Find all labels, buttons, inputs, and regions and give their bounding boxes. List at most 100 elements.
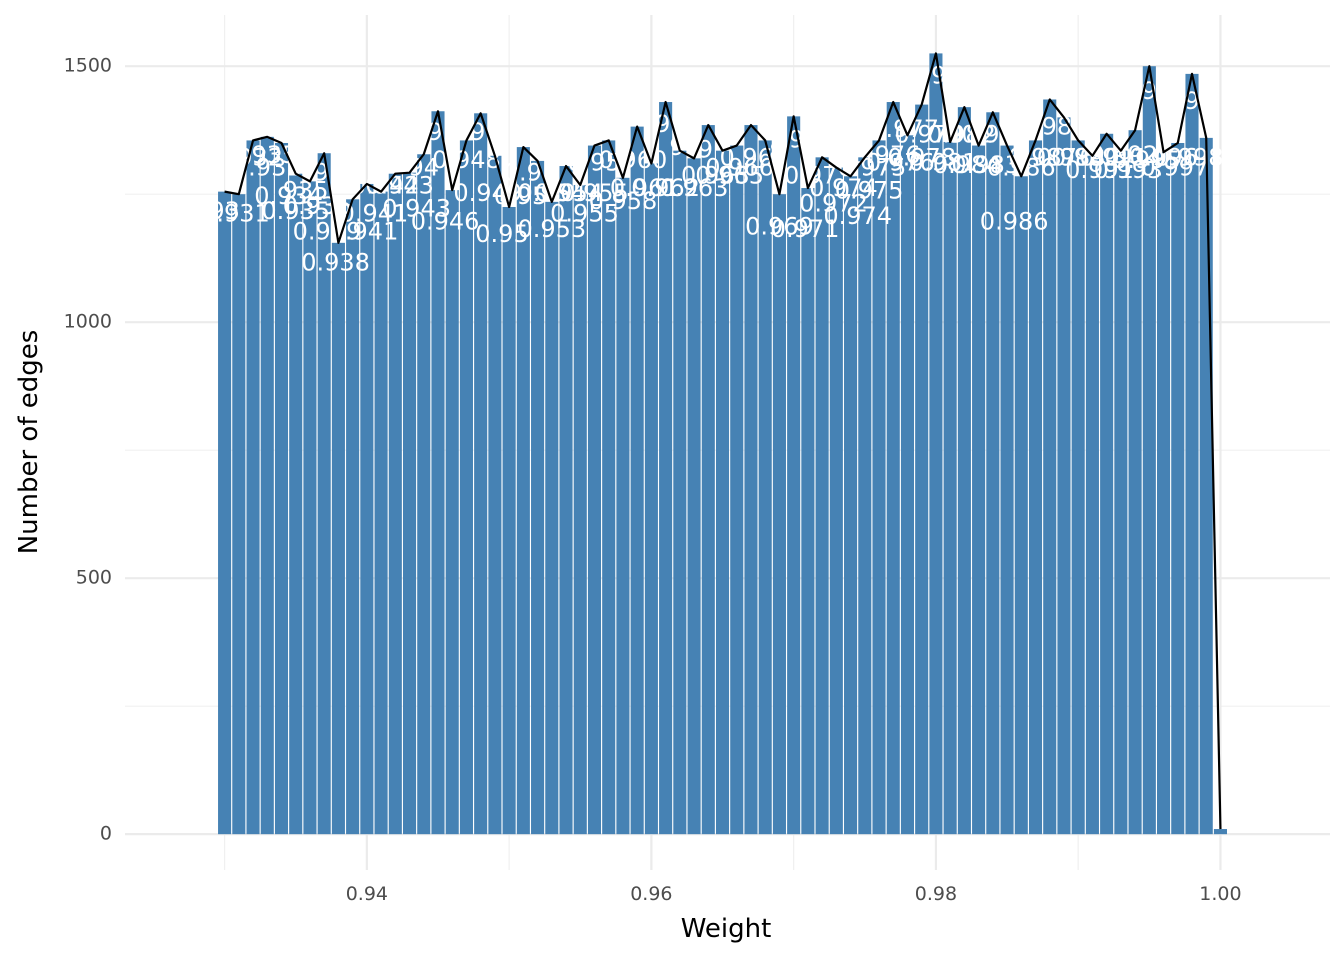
data-label: 0.958 bbox=[589, 187, 658, 215]
bar bbox=[459, 140, 473, 835]
bar bbox=[360, 183, 374, 835]
data-label: 0.978 bbox=[887, 143, 956, 171]
bar bbox=[715, 150, 730, 835]
bar bbox=[246, 140, 260, 835]
bar bbox=[644, 163, 658, 835]
trend-line bbox=[224, 52, 1222, 830]
data-label: 935 bbox=[251, 141, 297, 169]
bar bbox=[659, 102, 673, 835]
bar bbox=[772, 194, 786, 835]
bar bbox=[972, 145, 986, 835]
data-label: 98 bbox=[1042, 113, 1073, 141]
data-label: 0.991 bbox=[1065, 156, 1134, 184]
bar bbox=[232, 194, 246, 835]
bar bbox=[886, 102, 900, 835]
bar bbox=[260, 136, 274, 835]
bar bbox=[573, 184, 587, 835]
bar bbox=[531, 160, 545, 835]
data-label: 0.934 bbox=[254, 182, 323, 210]
bar bbox=[1213, 829, 1227, 835]
x-tick-label: 0.94 bbox=[346, 883, 388, 905]
data-label: 0.998 bbox=[1155, 143, 1224, 171]
bar bbox=[915, 104, 929, 835]
bar bbox=[758, 140, 772, 835]
bar bbox=[844, 176, 858, 835]
x-axis-title: Weight bbox=[681, 914, 772, 944]
bar bbox=[417, 154, 431, 835]
data-label: 0.935 bbox=[261, 197, 330, 225]
bar bbox=[986, 112, 1000, 835]
data-label: 0.936 bbox=[283, 192, 352, 220]
data-label: 93 bbox=[209, 197, 240, 225]
data-label: 0.946 bbox=[411, 207, 480, 235]
y-tick-labels: 0 500 1000 1500 bbox=[64, 55, 112, 845]
data-label: 0.963 bbox=[660, 174, 729, 202]
data-label: 9 bbox=[428, 118, 443, 146]
bar bbox=[801, 188, 815, 835]
data-label: 0.938 bbox=[301, 248, 370, 276]
bar bbox=[787, 116, 801, 835]
bar bbox=[1100, 133, 1114, 835]
bar bbox=[744, 125, 758, 835]
bar bbox=[317, 153, 331, 835]
data-label: 0.965 bbox=[695, 161, 764, 189]
bar bbox=[559, 166, 573, 835]
y-tick-label: 0 bbox=[100, 823, 112, 845]
bar bbox=[1185, 73, 1199, 835]
data-label: 0.974 bbox=[809, 174, 878, 202]
data-label: 0.948 bbox=[432, 146, 501, 174]
x-tick-label: 1.00 bbox=[1199, 883, 1241, 905]
bar bbox=[701, 125, 715, 835]
data-label: 932 bbox=[237, 143, 283, 171]
data-label: 0.939 bbox=[293, 218, 362, 246]
bar bbox=[289, 173, 303, 835]
data-label: 0.988 bbox=[1037, 143, 1106, 171]
bar bbox=[346, 199, 360, 835]
bar bbox=[218, 191, 232, 835]
x-tick-labels: 0.94 0.96 0.98 1.00 bbox=[346, 883, 1242, 905]
bar bbox=[445, 190, 459, 835]
data-label: 9 bbox=[669, 133, 684, 161]
bar bbox=[1028, 140, 1043, 835]
bar bbox=[616, 177, 630, 835]
bar bbox=[1114, 150, 1128, 835]
bar bbox=[1085, 155, 1099, 835]
bar bbox=[474, 113, 488, 835]
bar bbox=[431, 111, 445, 835]
bar bbox=[1128, 130, 1142, 835]
bar bbox=[1014, 176, 1028, 835]
data-label: 0.997 bbox=[1141, 154, 1210, 182]
data-label: .931 bbox=[216, 200, 269, 228]
data-label: 0.985 bbox=[961, 120, 1030, 148]
data-label: 0.983 bbox=[951, 151, 1020, 179]
data-label: 0.981 bbox=[909, 148, 978, 176]
bar bbox=[687, 158, 701, 835]
data-label: 0.975 bbox=[835, 177, 904, 205]
data-label: 0.963 bbox=[681, 161, 750, 189]
bar bbox=[815, 157, 829, 835]
bar bbox=[1057, 117, 1071, 835]
data-label: 0.987 bbox=[1008, 143, 1077, 171]
bar bbox=[872, 140, 886, 835]
data-label: 0.95 bbox=[475, 220, 528, 248]
data-label: 0.943 bbox=[382, 195, 451, 223]
data-label: 0.975 bbox=[838, 154, 907, 182]
bar bbox=[1043, 99, 1057, 835]
bar bbox=[274, 142, 289, 835]
bar bbox=[488, 155, 502, 835]
bar bbox=[402, 172, 417, 835]
bar bbox=[587, 145, 602, 835]
bar bbox=[829, 167, 843, 835]
x-tick-label: 0.98 bbox=[915, 883, 957, 905]
data-label: 8 bbox=[769, 138, 784, 166]
data-label: 0.95 bbox=[504, 159, 557, 187]
data-label: 0.955 bbox=[560, 179, 629, 207]
y-axis-title: Number of edges bbox=[14, 330, 44, 555]
bar bbox=[545, 201, 559, 835]
data-label: 0.976 bbox=[852, 141, 921, 169]
data-label: 0.974 bbox=[823, 202, 892, 230]
data-label: 0.962 bbox=[631, 174, 700, 202]
data-label: 0.966 bbox=[705, 154, 774, 182]
data-label: 935 bbox=[283, 177, 329, 205]
